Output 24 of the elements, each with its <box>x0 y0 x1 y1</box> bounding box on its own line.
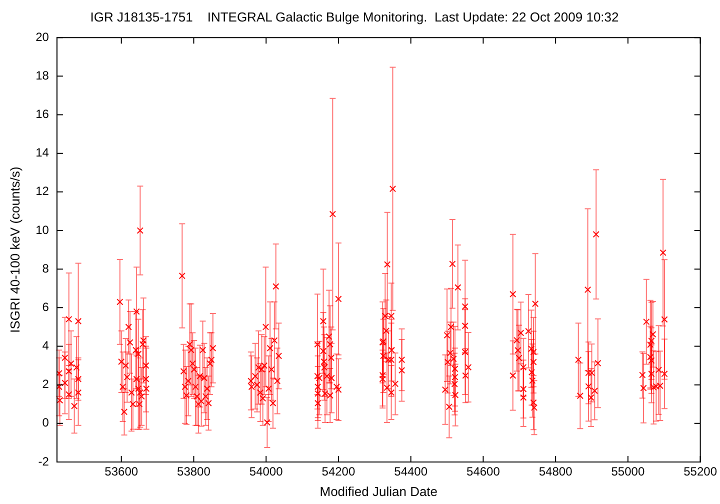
y-tick-label: 10 <box>36 222 50 237</box>
x-tick-label: 55000 <box>611 464 645 479</box>
y-tick-label: 12 <box>36 184 50 198</box>
x-tick-label: 54400 <box>394 464 428 479</box>
y-axis-title: ISGRI 40-100 keV (counts/s) <box>7 166 22 333</box>
y-tick-label: 8 <box>42 261 50 276</box>
x-tick-label: 54600 <box>466 464 500 479</box>
y-tick-label: 14 <box>36 146 50 160</box>
y-tick-label: -2 <box>38 454 50 468</box>
y-tick-label: 18 <box>36 68 50 82</box>
x-tick-label: 54000 <box>249 464 284 479</box>
x-tick-label: 54800 <box>538 464 573 479</box>
y-tick-label: 16 <box>36 107 50 122</box>
x-tick-label: 53600 <box>104 464 138 479</box>
x-tick-label: 53800 <box>177 464 211 479</box>
x-tick-label: 55200 <box>684 464 718 479</box>
x-tick-label: 54200 <box>322 464 356 479</box>
y-tick-label: 4 <box>42 338 50 353</box>
x-axis-title: Modified Julian Date <box>320 484 438 499</box>
y-tick-label: 20 <box>36 30 50 44</box>
chart-title: IGR J18135-1751 INTEGRAL Galactic Bulge Monitoring. Last Update: 22 Oct 2009 10:32 <box>90 9 619 24</box>
y-tick-label: 2 <box>42 377 50 392</box>
y-tick-label: 6 <box>42 300 50 314</box>
y-tick-label: 0 <box>42 416 50 430</box>
